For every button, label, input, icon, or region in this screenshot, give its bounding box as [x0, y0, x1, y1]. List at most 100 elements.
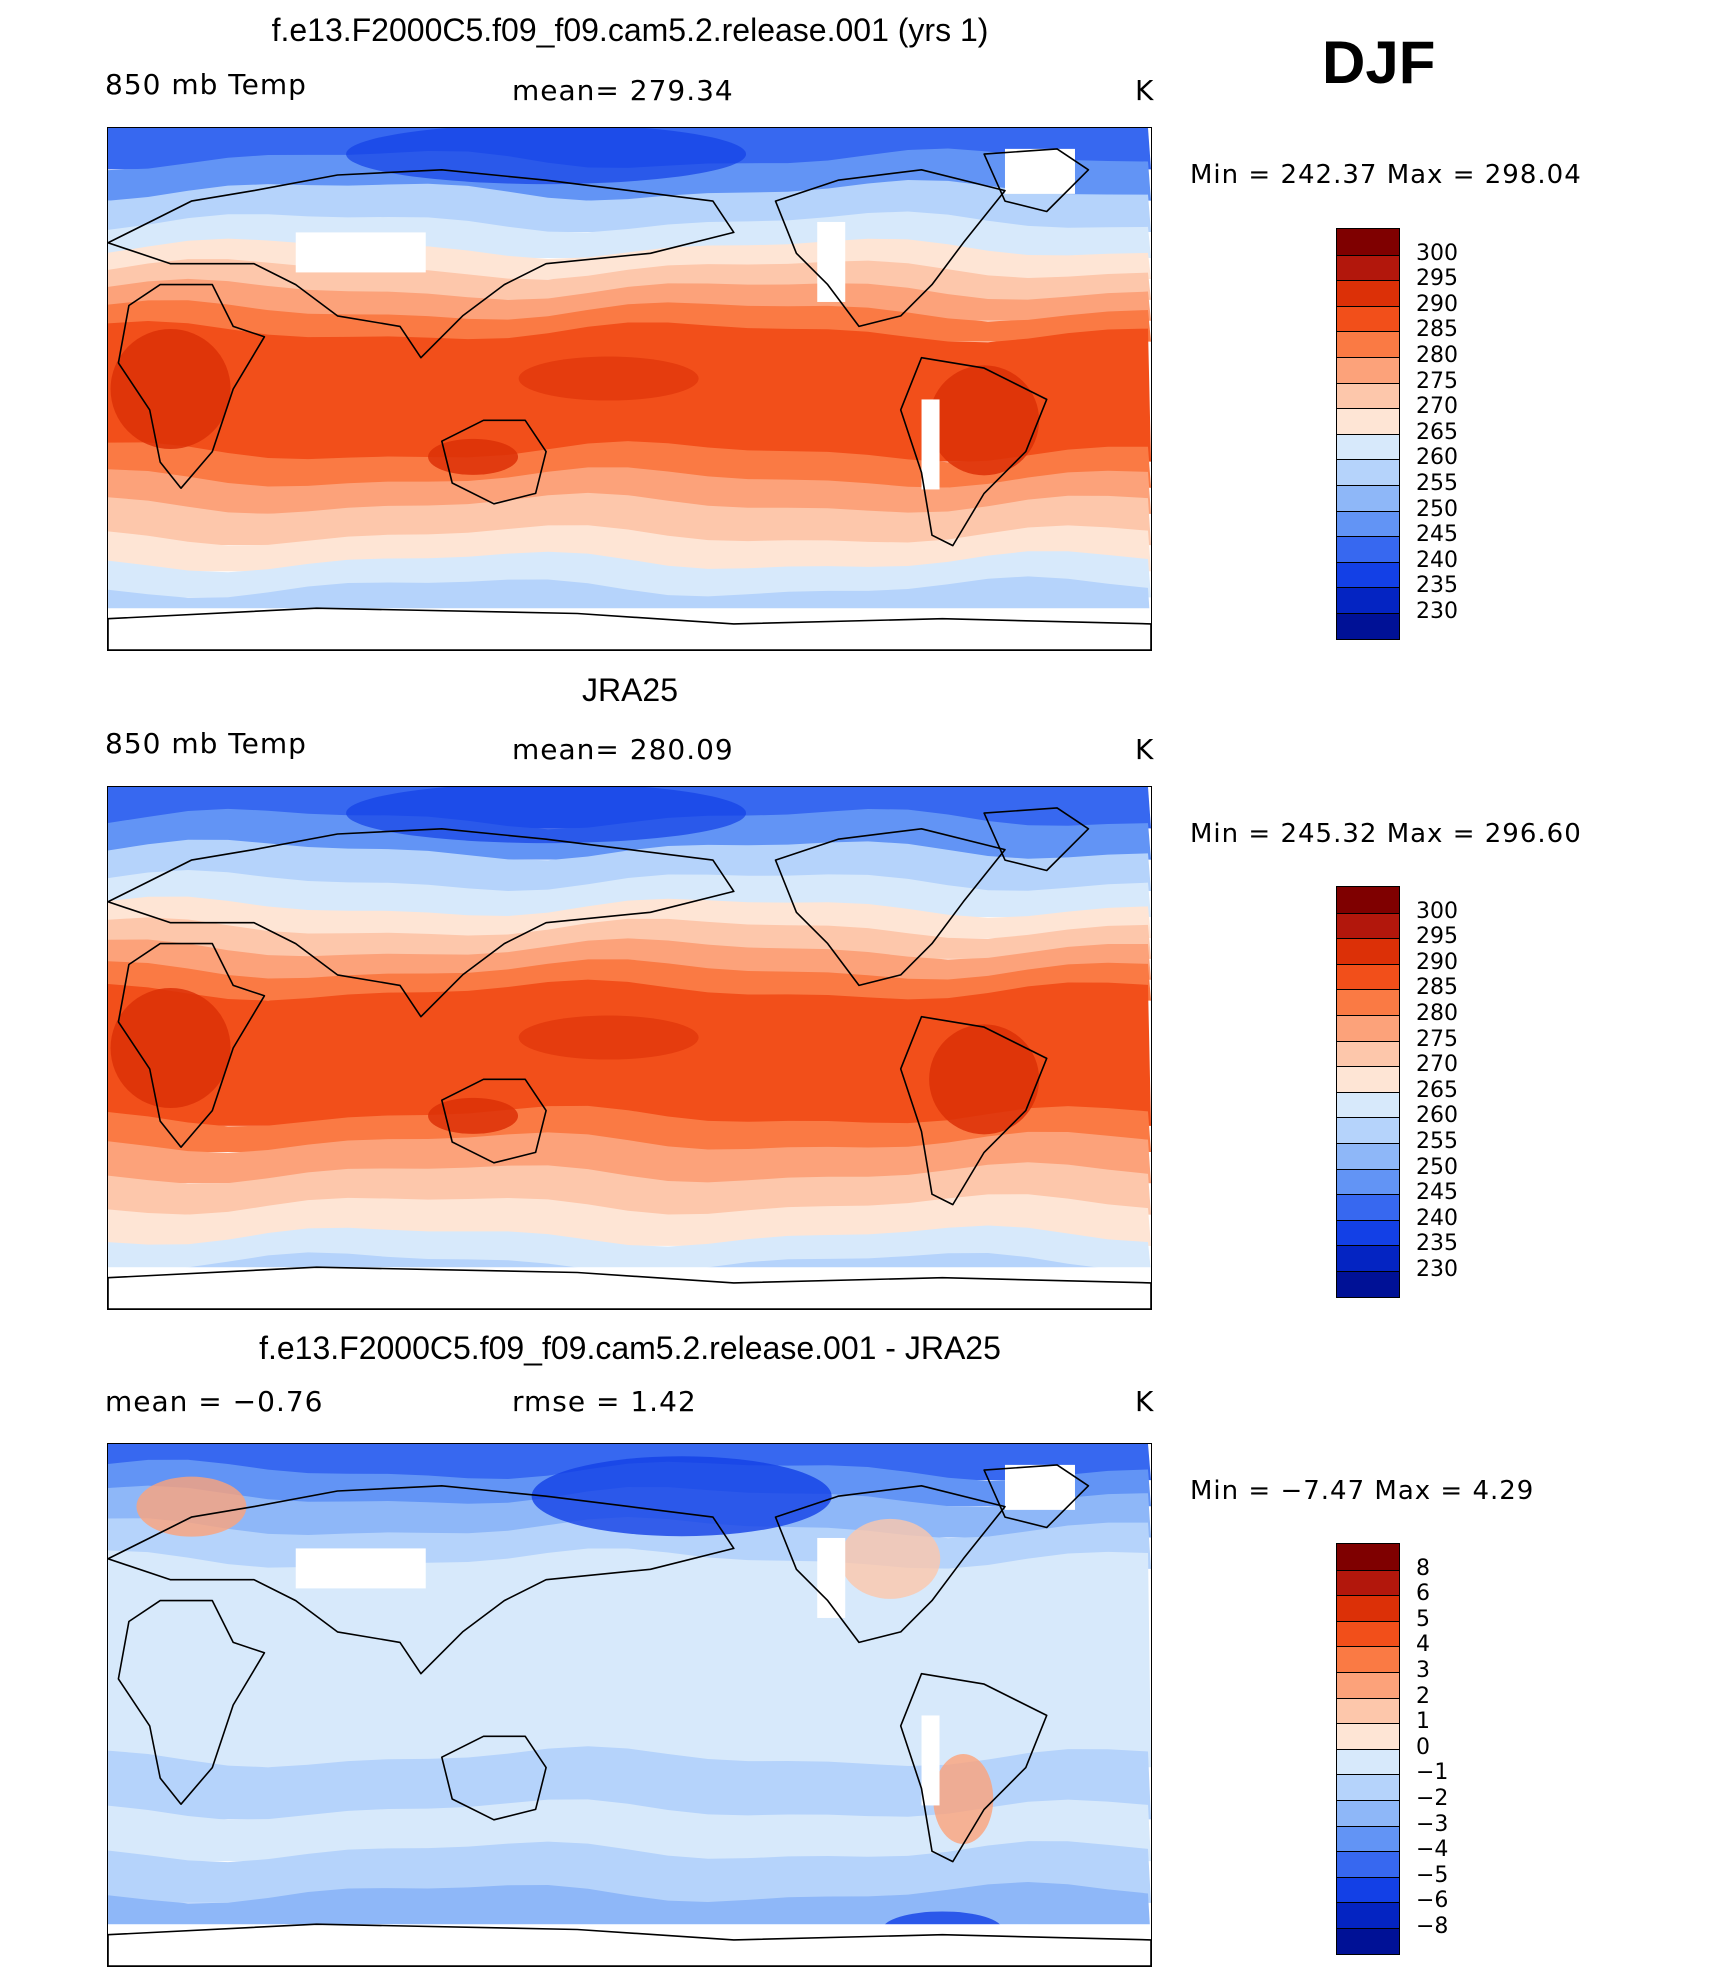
field-band — [108, 492, 1151, 546]
panel-1-colorbar-tick-label: 240 — [1416, 547, 1458, 573]
panel-3-colorbar-tick-label: 8 — [1416, 1555, 1430, 1581]
panel-2-colorbar-tick-label: 240 — [1416, 1205, 1458, 1231]
coastline — [899, 356, 1048, 547]
coastline — [774, 1484, 1006, 1644]
panel-3-colorbar-tick-label: 5 — [1416, 1606, 1430, 1632]
panel-1-colorbar-swatch — [1337, 510, 1399, 537]
antarctica-mask — [108, 1924, 1151, 1966]
panel-2-colorbar-tick-label: 260 — [1416, 1103, 1458, 1129]
panel-1-colorbar-swatch — [1337, 331, 1399, 357]
antarctica-mask — [108, 608, 1151, 650]
panel-2-colorbar-swatch — [1337, 1168, 1399, 1195]
panel-3-colorbar-tick-label: 4 — [1416, 1632, 1430, 1658]
panel-3-colorbar-tick-label: 6 — [1416, 1581, 1430, 1607]
panel-3-colorbar — [1336, 1543, 1400, 1955]
panel-2-colorbar-swatch — [1337, 1194, 1399, 1220]
panel-1-colorbar — [1336, 228, 1400, 640]
panel-3-colorbar-tick-label: −3 — [1416, 1811, 1449, 1837]
panel-2-colorbar-swatch — [1337, 989, 1399, 1015]
coastline — [440, 1078, 547, 1164]
panel-1-colorbar-tick-label: 250 — [1416, 496, 1458, 522]
panel-3-colorbar-swatch — [1337, 1646, 1399, 1672]
coastline — [440, 1735, 547, 1821]
field-band — [108, 870, 1151, 918]
panel-2-colorbar-swatch — [1337, 1066, 1399, 1092]
panel-1-colorbar-tick-label: 235 — [1416, 573, 1458, 599]
panel-2-colorbar-swatch — [1337, 963, 1399, 990]
cold-anomaly-arctic — [531, 1456, 832, 1537]
panel-1-min-max: Min = 242.37 Max = 298.04 — [1190, 160, 1582, 190]
field-band — [108, 1841, 1151, 1903]
panel-2-units: K — [1135, 733, 1155, 766]
panel-1-colorbar-swatch — [1337, 229, 1399, 255]
panel-3-colorbar-tick-label: −5 — [1416, 1862, 1449, 1888]
panel-1-colorbar-swatch — [1337, 587, 1399, 613]
panel-3-colorbar-tick-label: −2 — [1416, 1786, 1449, 1811]
coastline — [108, 1484, 735, 1675]
warm-core-pacific — [518, 1015, 699, 1060]
panel-2-colorbar-tick-label: 255 — [1416, 1129, 1458, 1154]
coastline — [117, 942, 266, 1149]
panel-3-colorbar-swatch — [1337, 1723, 1399, 1749]
panel-2-colorbar-swatch — [1337, 1245, 1399, 1271]
panel-2-colorbar-swatch — [1337, 912, 1399, 939]
panel-1-colorbar-tick-label: 265 — [1416, 419, 1458, 445]
panel-2-title: JRA25 — [581, 672, 679, 708]
tibet-mask — [295, 1548, 426, 1589]
panel-3-colorbar-tick-label: 0 — [1416, 1734, 1430, 1760]
panel-3-colorbar-swatch — [1337, 1697, 1399, 1724]
coastline — [117, 283, 266, 490]
panel-1-colorbar-tick-label: 275 — [1416, 368, 1458, 394]
panel-1-colorbar-tick-label: 295 — [1416, 266, 1458, 292]
panel-1-colorbar-tick-label: 300 — [1416, 240, 1458, 266]
panel-2-colorbar-tick-label: 250 — [1416, 1154, 1458, 1180]
panel-1-colorbar-swatch — [1337, 459, 1399, 485]
panel-3-colorbar-swatch — [1337, 1876, 1399, 1903]
coastline — [108, 1923, 1151, 1966]
panel-2-mean-label: mean= 280.09 — [512, 733, 734, 766]
panel-3-colorbar-tick-label: 3 — [1416, 1658, 1430, 1683]
panel-2-colorbar-tick-label: 230 — [1416, 1257, 1458, 1282]
panel-3-colorbar-swatch — [1337, 1544, 1399, 1570]
panel-1-colorbar-tick-label: 230 — [1416, 599, 1458, 624]
greenland-mask — [1004, 148, 1075, 194]
panel-3-colorbar-tick-label: −1 — [1416, 1760, 1449, 1786]
panel-3-colorbar-swatch — [1337, 1825, 1399, 1852]
panel-3-colorbar-swatch — [1337, 1774, 1399, 1800]
panel-1-colorbar-tick-label: 270 — [1416, 394, 1458, 420]
panel-1-colorbar-tick-label: 290 — [1416, 291, 1458, 317]
panel-3-colorbar-swatch — [1337, 1927, 1399, 1954]
andes-mask — [921, 399, 940, 490]
panel-3-rmse-label: rmse = 1.42 — [512, 1385, 697, 1418]
panel-2-colorbar-swatch — [1337, 1091, 1399, 1118]
panel-3-colorbar-tick-label: −8 — [1416, 1914, 1449, 1939]
panel-1-colorbar-swatch — [1337, 408, 1399, 434]
panel-3-map — [107, 1443, 1152, 1967]
panel-3-colorbar-tick-label: −4 — [1416, 1837, 1449, 1863]
coastline — [108, 607, 1151, 650]
panel-3-colorbar-swatch — [1337, 1748, 1399, 1775]
panel-2-colorbar-tick-label: 290 — [1416, 949, 1458, 975]
coastline — [108, 168, 735, 359]
warm-anomaly-europe — [136, 1476, 247, 1537]
panel-2-colorbar-swatch — [1337, 1014, 1399, 1041]
panel-3-colorbar-swatch — [1337, 1902, 1399, 1928]
andes-mask — [921, 1715, 940, 1806]
panel-3-colorbar-swatch — [1337, 1569, 1399, 1596]
panel-2-colorbar-swatch — [1337, 1117, 1399, 1143]
panel-2-map — [107, 786, 1152, 1310]
panel-1-colorbar-tick-label: 255 — [1416, 471, 1458, 496]
greenland-mask — [1004, 1464, 1075, 1510]
warm-core-south-america — [929, 365, 1040, 476]
coastline — [983, 148, 1090, 213]
panel-2-min-max: Min = 245.32 Max = 296.60 — [1190, 819, 1582, 849]
panel-1-mean-label: mean= 279.34 — [512, 74, 734, 107]
panel-1-colorbar-swatch — [1337, 382, 1399, 409]
warm-core-africa — [110, 988, 231, 1108]
panel-1-variable-label: 850 mb Temp — [105, 68, 307, 101]
antarctica-mask — [108, 1267, 1151, 1309]
panel-3-min-max: Min = −7.47 Max = 4.29 — [1190, 1476, 1535, 1506]
field-band — [108, 1799, 1151, 1862]
panel-3-colorbar-swatch — [1337, 1799, 1399, 1826]
field-band — [108, 441, 1151, 488]
